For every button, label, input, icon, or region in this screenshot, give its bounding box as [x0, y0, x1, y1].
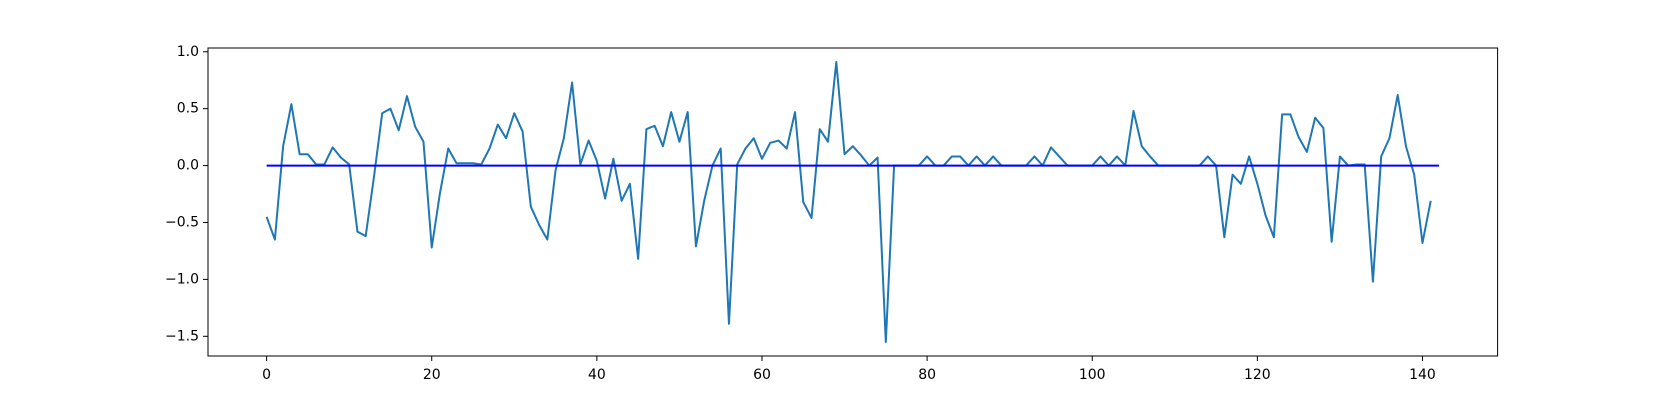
plot-frame — [207, 47, 1499, 357]
x-tick-label: 80 — [918, 367, 936, 383]
x-tick-label: 20 — [423, 367, 441, 383]
y-tick-label: 0.0 — [177, 158, 199, 174]
y-tick-label: 0.5 — [177, 101, 199, 117]
y-tick-label: −1.5 — [165, 328, 199, 344]
x-tick-label: 0 — [262, 367, 271, 383]
x-tick-label: 120 — [1244, 367, 1271, 383]
y-tick-label: 1.0 — [177, 44, 199, 60]
data-line — [265, 61, 1432, 343]
y-tick-label: −0.5 — [165, 214, 199, 230]
x-tick-label: 100 — [1079, 367, 1106, 383]
x-tick-label: 140 — [1409, 367, 1436, 383]
y-tick-label: −1.0 — [165, 271, 199, 287]
x-tick-label: 40 — [588, 367, 606, 383]
x-tick-label: 60 — [753, 367, 771, 383]
